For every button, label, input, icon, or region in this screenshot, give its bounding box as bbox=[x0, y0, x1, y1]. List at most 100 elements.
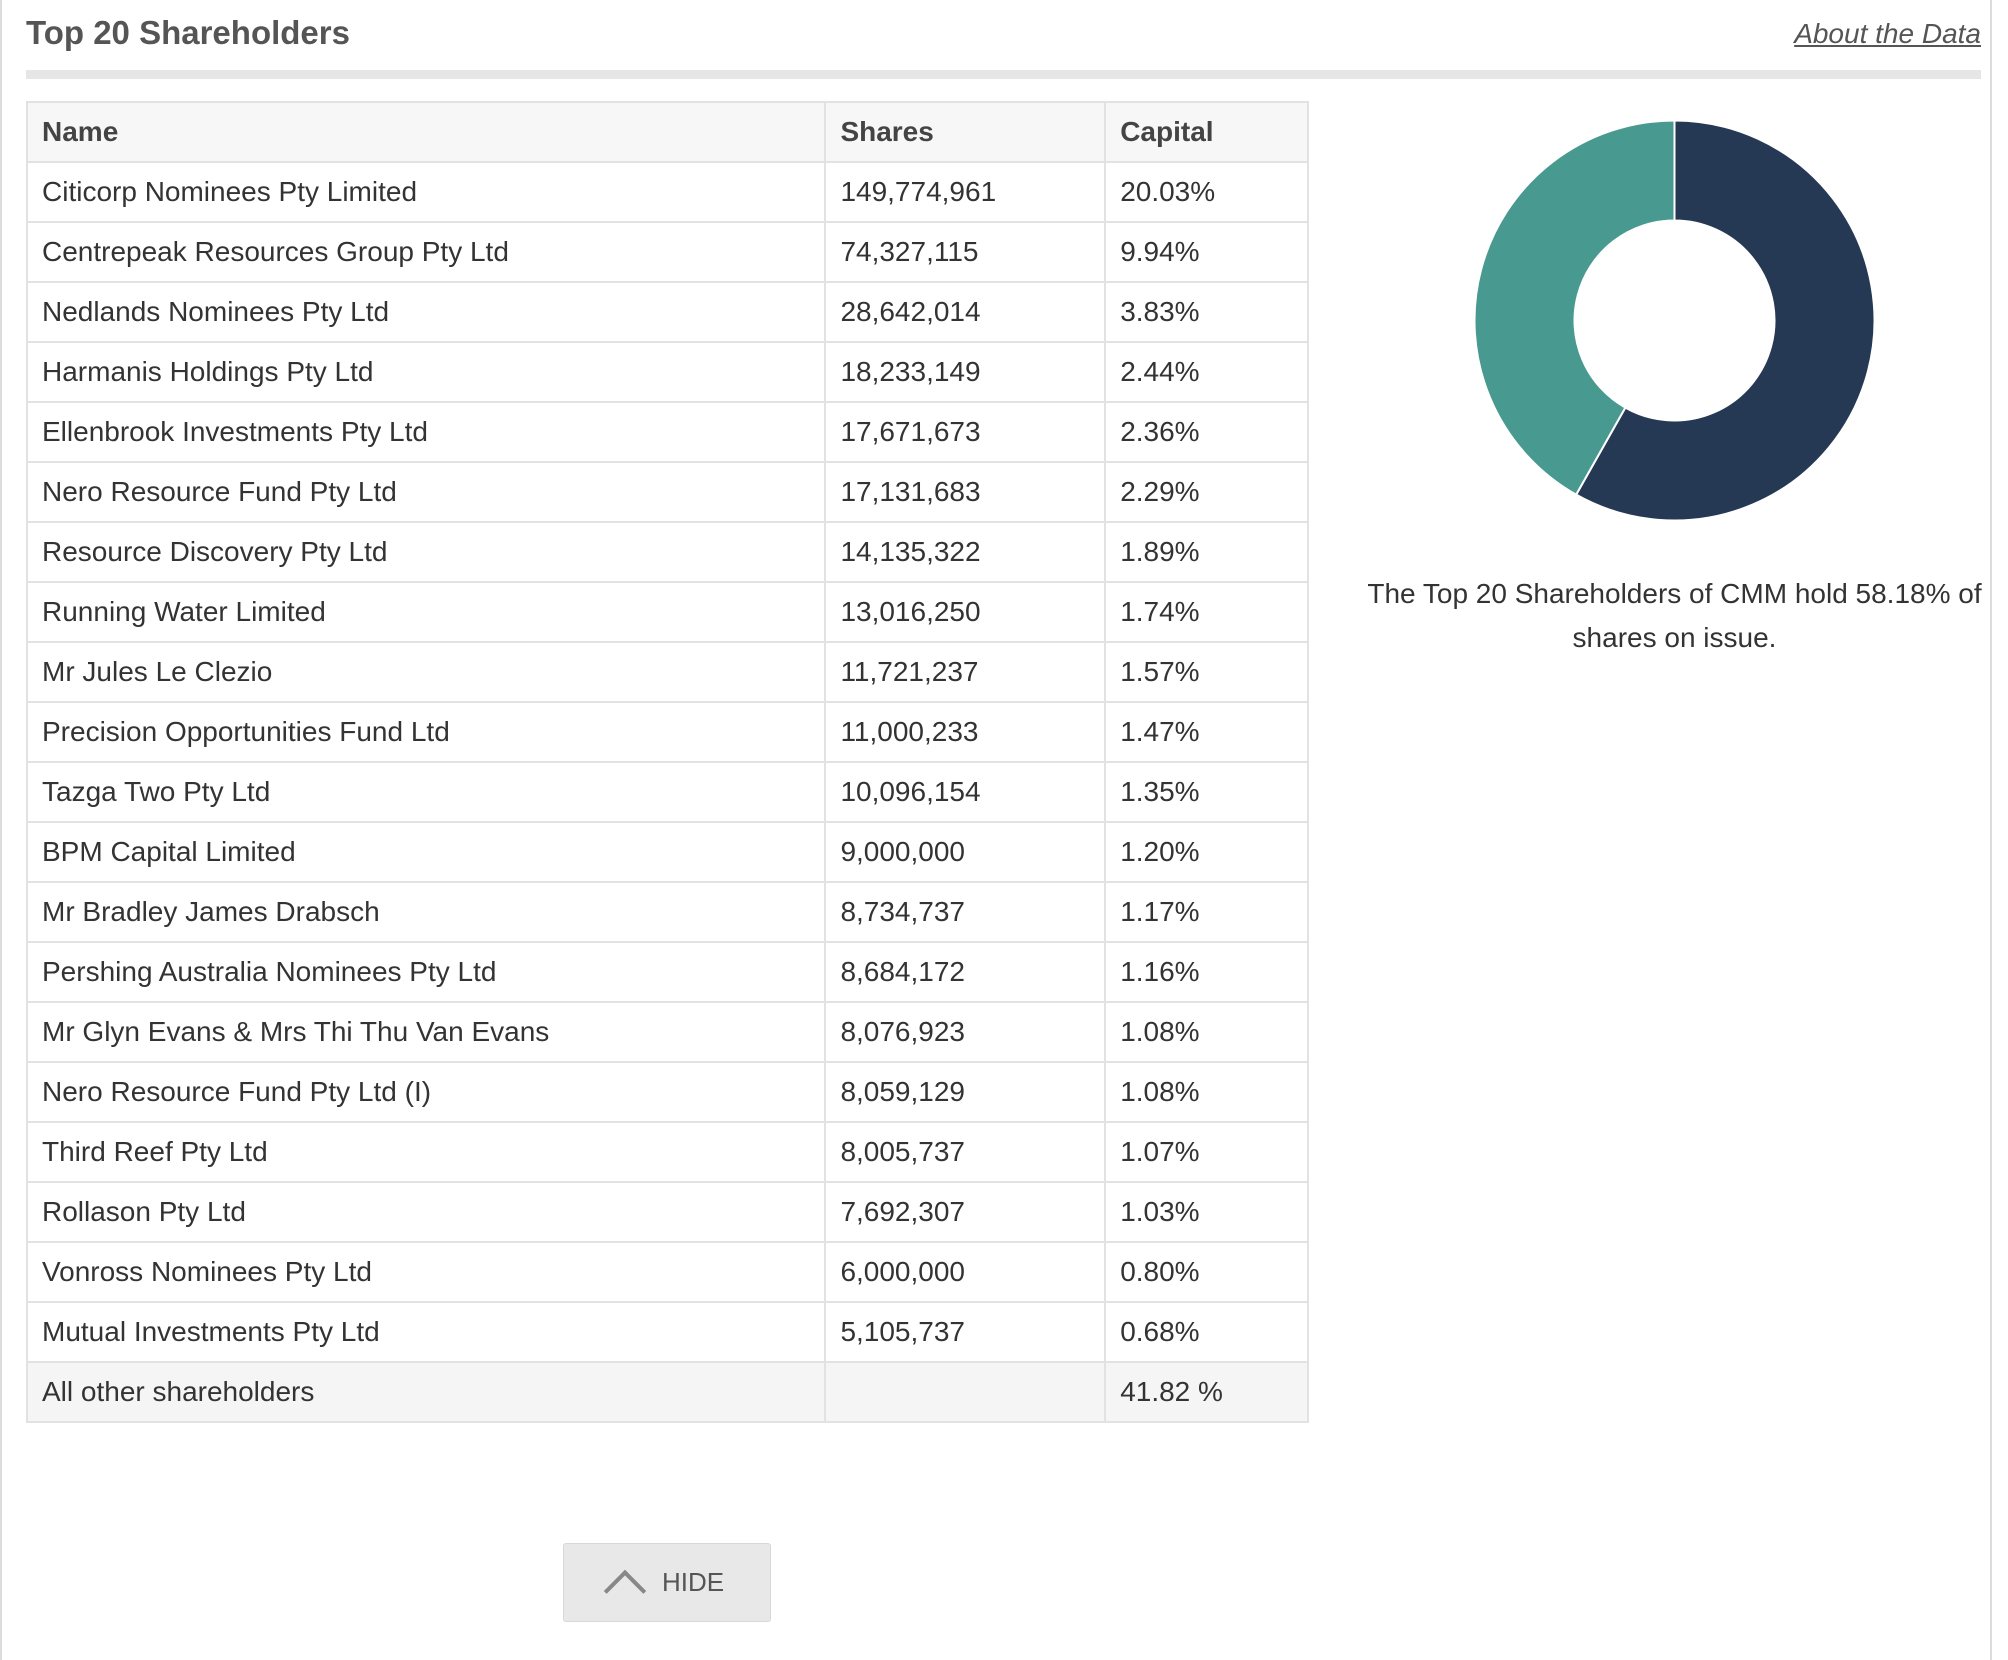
table-row: Harmanis Holdings Pty Ltd 18,233,149 2.44% bbox=[25, 341, 1309, 403]
table-row: Rollason Pty Ltd 7,692,307 1.03% bbox=[25, 1181, 1309, 1243]
table-row: Mr Jules Le Clezio 11,721,237 1.57% bbox=[25, 641, 1309, 703]
table-row: Citicorp Nominees Pty Limited 149,774,961… bbox=[25, 161, 1309, 223]
capital-cell: 1.07% bbox=[1104, 1121, 1309, 1183]
shareholders-table: Name Shares Capital Citicorp Nominees Pt… bbox=[25, 101, 1309, 1423]
shareholder-name-cell: Nedlands Nominees Pty Ltd bbox=[25, 281, 827, 343]
table-row: Nero Resource Fund Pty Ltd 17,131,683 2.29… bbox=[25, 461, 1309, 523]
shareholder-name-cell: Mr Glyn Evans & Mrs Thi Thu Van Evans bbox=[25, 1001, 827, 1063]
shares-cell: 8,734,737 bbox=[824, 881, 1107, 943]
shareholder-name-cell: Citicorp Nominees Pty Limited bbox=[25, 161, 827, 223]
shareholder-name-cell: Running Water Limited bbox=[25, 581, 827, 643]
donut-chart bbox=[1472, 118, 1877, 523]
table-row: Tazga Two Pty Ltd 10,096,154 1.35% bbox=[25, 761, 1309, 823]
capital-cell: 2.36% bbox=[1104, 401, 1309, 463]
shareholder-name-cell: Ellenbrook Investments Pty Ltd bbox=[25, 401, 827, 463]
shares-cell: 74,327,115 bbox=[824, 221, 1107, 283]
capital-cell: 3.83% bbox=[1104, 281, 1309, 343]
shares-cell: 149,774,961 bbox=[824, 161, 1107, 223]
shareholder-name-cell: Vonross Nominees Pty Ltd bbox=[25, 1241, 827, 1303]
capital-cell: 2.44% bbox=[1104, 341, 1309, 403]
capital-cell: 0.68% bbox=[1104, 1301, 1309, 1363]
other-capital-cell: 41.82 % bbox=[1104, 1361, 1309, 1423]
hide-button[interactable]: HIDE bbox=[563, 1543, 771, 1622]
shares-cell: 8,076,923 bbox=[824, 1001, 1107, 1063]
table-row: Nedlands Nominees Pty Ltd 28,642,014 3.83% bbox=[25, 281, 1309, 343]
table-row: BPM Capital Limited 9,000,000 1.20% bbox=[25, 821, 1309, 883]
about-the-data-link[interactable]: About the Data bbox=[1794, 18, 1981, 49]
shareholder-name-cell: Mutual Investments Pty Ltd bbox=[25, 1301, 827, 1363]
shares-cell: 8,684,172 bbox=[824, 941, 1107, 1003]
other-shares-cell bbox=[824, 1361, 1107, 1423]
shareholder-name-cell: Resource Discovery Pty Ltd bbox=[25, 521, 827, 583]
other-shareholders-row: All other shareholders 41.82 % bbox=[25, 1361, 1309, 1423]
shares-cell: 11,000,233 bbox=[824, 701, 1107, 763]
capital-cell: 1.47% bbox=[1104, 701, 1309, 763]
capital-cell: 1.08% bbox=[1104, 1001, 1309, 1063]
capital-cell: 1.35% bbox=[1104, 761, 1309, 823]
shareholder-name-cell: Pershing Australia Nominees Pty Ltd bbox=[25, 941, 827, 1003]
table-row: Mr Bradley James Drabsch 8,734,737 1.17% bbox=[25, 881, 1309, 943]
capital-cell: 1.17% bbox=[1104, 881, 1309, 943]
table-row: Ellenbrook Investments Pty Ltd 17,671,673… bbox=[25, 401, 1309, 463]
shareholder-name-cell: Tazga Two Pty Ltd bbox=[25, 761, 827, 823]
shares-cell: 13,016,250 bbox=[824, 581, 1107, 643]
other-shareholders-label: All other shareholders bbox=[25, 1361, 827, 1423]
shareholder-name-cell: Precision Opportunities Fund Ltd bbox=[25, 701, 827, 763]
table-row: Third Reef Pty Ltd 8,005,737 1.07% bbox=[25, 1121, 1309, 1183]
panel-header: Top 20 Shareholders About the Data bbox=[26, 0, 1981, 80]
table-row: Running Water Limited 13,016,250 1.74% bbox=[25, 581, 1309, 643]
shareholder-name-cell: Harmanis Holdings Pty Ltd bbox=[25, 341, 827, 403]
table-row: Precision Opportunities Fund Ltd 11,000,2… bbox=[25, 701, 1309, 763]
shares-cell: 14,135,322 bbox=[824, 521, 1107, 583]
chevron-up-icon bbox=[603, 1569, 647, 1612]
donut-slice-other[interactable] bbox=[1473, 119, 1676, 497]
capital-cell: 0.80% bbox=[1104, 1241, 1309, 1303]
table-row: Mutual Investments Pty Ltd 5,105,737 0.68% bbox=[25, 1301, 1309, 1363]
shareholder-name-cell: BPM Capital Limited bbox=[25, 821, 827, 883]
shares-cell: 6,000,000 bbox=[824, 1241, 1107, 1303]
table-row: Centrepeak Resources Group Pty Ltd 74,327… bbox=[25, 221, 1309, 283]
shares-cell: 17,131,683 bbox=[824, 461, 1107, 523]
shares-cell: 9,000,000 bbox=[824, 821, 1107, 883]
capital-cell: 1.89% bbox=[1104, 521, 1309, 583]
shares-cell: 7,692,307 bbox=[824, 1181, 1107, 1243]
capital-cell: 20.03% bbox=[1104, 161, 1309, 223]
shares-cell: 18,233,149 bbox=[824, 341, 1107, 403]
table-row: Pershing Australia Nominees Pty Ltd 8,684… bbox=[25, 941, 1309, 1003]
capital-cell: 1.16% bbox=[1104, 941, 1309, 1003]
table-body: Citicorp Nominees Pty Limited 149,774,961… bbox=[25, 161, 1309, 1423]
table-row: Mr Glyn Evans & Mrs Thi Thu Van Evans 8,0… bbox=[25, 1001, 1309, 1063]
donut-chart-svg bbox=[1473, 119, 1876, 522]
donut-slice-top-20[interactable] bbox=[1574, 119, 1876, 522]
shareholder-name-cell: Rollason Pty Ltd bbox=[25, 1181, 827, 1243]
shareholder-name-cell: Third Reef Pty Ltd bbox=[25, 1121, 827, 1183]
shareholder-name-cell: Nero Resource Fund Pty Ltd bbox=[25, 461, 827, 523]
column-header-shares: Shares bbox=[824, 101, 1107, 163]
shareholder-name-cell: Centrepeak Resources Group Pty Ltd bbox=[25, 221, 827, 283]
hide-button-label: HIDE bbox=[661, 1567, 725, 1597]
header-divider bbox=[26, 70, 1981, 79]
capital-cell: 1.20% bbox=[1104, 821, 1309, 883]
capital-cell: 1.74% bbox=[1104, 581, 1309, 643]
capital-cell: 1.08% bbox=[1104, 1061, 1309, 1123]
column-header-capital: Capital bbox=[1104, 101, 1309, 163]
shares-cell: 8,005,737 bbox=[824, 1121, 1107, 1183]
chart-caption: The Top 20 Shareholders of CMM hold 58.1… bbox=[1367, 578, 1982, 653]
shares-cell: 11,721,237 bbox=[824, 641, 1107, 703]
capital-cell: 1.57% bbox=[1104, 641, 1309, 703]
table-row: Resource Discovery Pty Ltd 14,135,322 1.89… bbox=[25, 521, 1309, 583]
table-row: Vonross Nominees Pty Ltd 6,000,000 0.80% bbox=[25, 1241, 1309, 1303]
shareholder-name-cell: Mr Bradley James Drabsch bbox=[25, 881, 827, 943]
table-header-row: Name Shares Capital bbox=[25, 101, 1309, 163]
column-header-name: Name bbox=[25, 101, 827, 163]
shares-cell: 8,059,129 bbox=[824, 1061, 1107, 1123]
shares-cell: 10,096,154 bbox=[824, 761, 1107, 823]
shareholder-name-cell: Mr Jules Le Clezio bbox=[25, 641, 827, 703]
capital-cell: 2.29% bbox=[1104, 461, 1309, 523]
shares-cell: 5,105,737 bbox=[824, 1301, 1107, 1363]
capital-cell: 9.94% bbox=[1104, 221, 1309, 283]
table-row: Nero Resource Fund Pty Ltd (I) 8,059,129 1… bbox=[25, 1061, 1309, 1123]
capital-cell: 1.03% bbox=[1104, 1181, 1309, 1243]
page-title: Top 20 Shareholders bbox=[26, 14, 350, 51]
